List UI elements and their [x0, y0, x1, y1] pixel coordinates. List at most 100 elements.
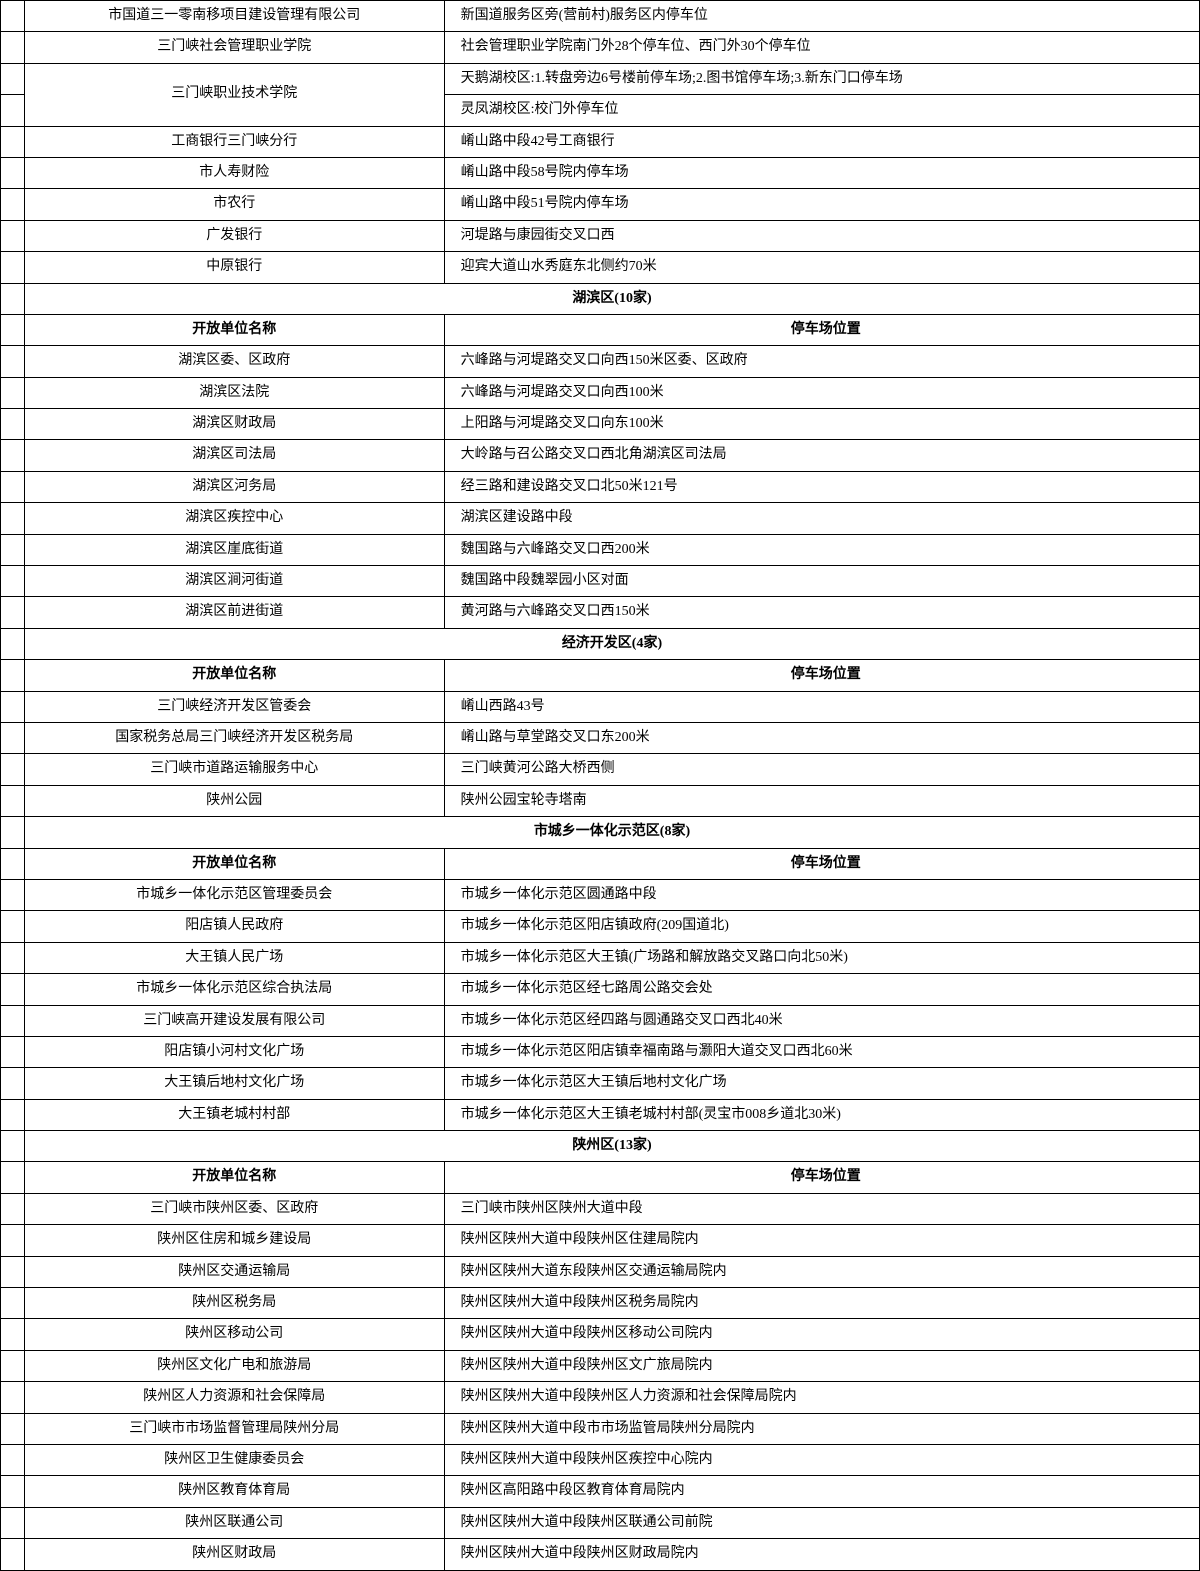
table-row: 市城乡一体化示范区管理委员会市城乡一体化示范区圆通路中段	[1, 879, 1200, 910]
table-cell: 市城乡一体化示范区经四路与圆通路交叉口西北40米	[444, 1005, 1199, 1036]
table-cell	[1, 942, 25, 973]
table-row: 阳店镇人民政府市城乡一体化示范区阳店镇政府(209国道北)	[1, 911, 1200, 942]
table-cell	[1, 1350, 25, 1381]
table-cell: 三门峡市市场监督管理局陕州分局	[24, 1413, 444, 1444]
table-cell	[1, 1444, 25, 1475]
table-cell: 市国道三一零南移项目建设管理有限公司	[24, 1, 444, 32]
table-row: 三门峡经济开发区管委会崤山西路43号	[1, 691, 1200, 722]
table-cell: 陕州区陕州大道中段陕州区人力资源和社会保障局院内	[444, 1382, 1199, 1413]
table-cell: 开放单位名称	[24, 314, 444, 345]
table-cell	[1, 1099, 25, 1130]
table-cell: 陕州区税务局	[24, 1288, 444, 1319]
table-cell: 三门峡社会管理职业学院	[24, 32, 444, 63]
table-row: 三门峡职业技术学院天鹅湖校区:1.转盘旁边6号楼前停车场;2.图书馆停车场;3.…	[1, 63, 1200, 94]
table-cell	[1, 911, 25, 942]
table-row: 中原银行迎宾大道山水秀庭东北侧约70米	[1, 252, 1200, 283]
table-cell: 国家税务总局三门峡经济开发区税务局	[24, 722, 444, 753]
table-cell	[1, 1225, 25, 1256]
table-cell: 新国道服务区旁(营前村)服务区内停车位	[444, 1, 1199, 32]
table-cell: 大王镇人民广场	[24, 942, 444, 973]
table-cell	[1, 628, 25, 659]
table-cell: 广发银行	[24, 220, 444, 251]
table-cell: 陕州区教育体育局	[24, 1476, 444, 1507]
table-cell: 陕州区高阳路中段区教育体育局院内	[444, 1476, 1199, 1507]
table-cell: 市城乡一体化示范区阳店镇幸福南路与灏阳大道交叉口西北60米	[444, 1036, 1199, 1067]
table-cell: 开放单位名称	[24, 1162, 444, 1193]
table-cell: 陕州区陕州大道中段市市场监管局陕州分局院内	[444, 1413, 1199, 1444]
table-cell	[1, 440, 25, 471]
table-cell: 陕州区陕州大道中段陕州区联通公司前院	[444, 1507, 1199, 1538]
table-row: 陕州区税务局陕州区陕州大道中段陕州区税务局院内	[1, 1288, 1200, 1319]
table-cell	[1, 1288, 25, 1319]
table-cell: 陕州区卫生健康委员会	[24, 1444, 444, 1475]
table-row: 三门峡社会管理职业学院社会管理职业学院南门外28个停车位、西门外30个停车位	[1, 32, 1200, 63]
table-cell: 停车场位置	[444, 848, 1199, 879]
table-cell	[1, 32, 25, 63]
table-cell: 湖滨区司法局	[24, 440, 444, 471]
table-cell: 工商银行三门峡分行	[24, 126, 444, 157]
table-row: 陕州公园陕州公园宝轮寺塔南	[1, 785, 1200, 816]
table-cell	[1, 1507, 25, 1538]
table-cell: 停车场位置	[444, 1162, 1199, 1193]
table-row: 陕州区文化广电和旅游局陕州区陕州大道中段陕州区文广旅局院内	[1, 1350, 1200, 1381]
table-cell: 市人寿财险	[24, 157, 444, 188]
table-cell	[1, 566, 25, 597]
table-row: 三门峡市陕州区委、区政府三门峡市陕州区陕州大道中段	[1, 1193, 1200, 1224]
table-cell	[1, 817, 25, 848]
table-cell	[1, 220, 25, 251]
table-row: 大王镇人民广场市城乡一体化示范区大王镇(广场路和解放路交叉路口向北50米)	[1, 942, 1200, 973]
table-cell	[1, 1162, 25, 1193]
table-row: 陕州区教育体育局陕州区高阳路中段区教育体育局院内	[1, 1476, 1200, 1507]
table-row: 湖滨区委、区政府六峰路与河堤路交叉口向西150米区委、区政府	[1, 346, 1200, 377]
table-cell: 湖滨区财政局	[24, 409, 444, 440]
table-row: 广发银行河堤路与康园街交叉口西	[1, 220, 1200, 251]
table-row: 三门峡市道路运输服务中心三门峡黄河公路大桥西侧	[1, 754, 1200, 785]
table-cell	[1, 189, 25, 220]
table-cell: 湖滨区崖底街道	[24, 534, 444, 565]
table-row: 湖滨区崖底街道魏国路与六峰路交叉口西200米	[1, 534, 1200, 565]
table-cell: 市城乡一体化示范区大王镇老城村村部(灵宝市008乡道北30米)	[444, 1099, 1199, 1130]
table-cell	[1, 1068, 25, 1099]
table-row: 市国道三一零南移项目建设管理有限公司新国道服务区旁(营前村)服务区内停车位	[1, 1, 1200, 32]
table-cell: 陕州区陕州大道中段陕州区文广旅局院内	[444, 1350, 1199, 1381]
table-cell: 陕州区交通运输局	[24, 1256, 444, 1287]
table-cell: 陕州区住房和城乡建设局	[24, 1225, 444, 1256]
table-cell: 迎宾大道山水秀庭东北侧约70米	[444, 252, 1199, 283]
table-row: 三门峡高开建设发展有限公司市城乡一体化示范区经四路与圆通路交叉口西北40米	[1, 1005, 1200, 1036]
table-cell	[1, 785, 25, 816]
table-cell	[1, 1, 25, 32]
table-row: 三门峡市市场监督管理局陕州分局陕州区陕州大道中段市市场监管局陕州分局院内	[1, 1413, 1200, 1444]
table-cell: 湖滨区(10家)	[24, 283, 1199, 314]
table-row: 开放单位名称停车场位置	[1, 314, 1200, 345]
table-cell	[1, 1413, 25, 1444]
table-cell: 市城乡一体化示范区阳店镇政府(209国道北)	[444, 911, 1199, 942]
table-cell	[1, 1476, 25, 1507]
table-cell	[1, 314, 25, 345]
table-cell: 崤山路与草堂路交叉口东200米	[444, 722, 1199, 753]
parking-table: 市国道三一零南移项目建设管理有限公司新国道服务区旁(营前村)服务区内停车位三门峡…	[0, 0, 1200, 1571]
table-cell	[1, 471, 25, 502]
table-cell: 经三路和建设路交叉口北50米121号	[444, 471, 1199, 502]
table-cell: 市城乡一体化示范区(8家)	[24, 817, 1199, 848]
table-cell: 灵凤湖校区:校门外停车位	[444, 95, 1199, 126]
table-row: 工商银行三门峡分行崤山路中段42号工商银行	[1, 126, 1200, 157]
table-cell	[1, 1036, 25, 1067]
table-cell: 停车场位置	[444, 660, 1199, 691]
table-row: 陕州区财政局陕州区陕州大道中段陕州区财政局院内	[1, 1539, 1200, 1570]
table-cell: 市城乡一体化示范区大王镇后地村文化广场	[444, 1068, 1199, 1099]
table-cell: 三门峡市陕州区陕州大道中段	[444, 1193, 1199, 1224]
table-row: 开放单位名称停车场位置	[1, 660, 1200, 691]
table-cell	[1, 1256, 25, 1287]
table-cell: 黄河路与六峰路交叉口西150米	[444, 597, 1199, 628]
table-row: 经济开发区(4家)	[1, 628, 1200, 659]
table-cell: 陕州区陕州大道东段陕州区交通运输局院内	[444, 1256, 1199, 1287]
table-row: 陕州区交通运输局陕州区陕州大道东段陕州区交通运输局院内	[1, 1256, 1200, 1287]
table-cell: 天鹅湖校区:1.转盘旁边6号楼前停车场;2.图书馆停车场;3.新东门口停车场	[444, 63, 1199, 94]
table-cell: 大王镇后地村文化广场	[24, 1068, 444, 1099]
table-cell: 市农行	[24, 189, 444, 220]
table-cell	[1, 95, 25, 126]
table-row: 陕州区人力资源和社会保障局陕州区陕州大道中段陕州区人力资源和社会保障局院内	[1, 1382, 1200, 1413]
table-cell	[1, 1131, 25, 1162]
table-cell: 魏国路与六峰路交叉口西200米	[444, 534, 1199, 565]
table-cell	[1, 409, 25, 440]
